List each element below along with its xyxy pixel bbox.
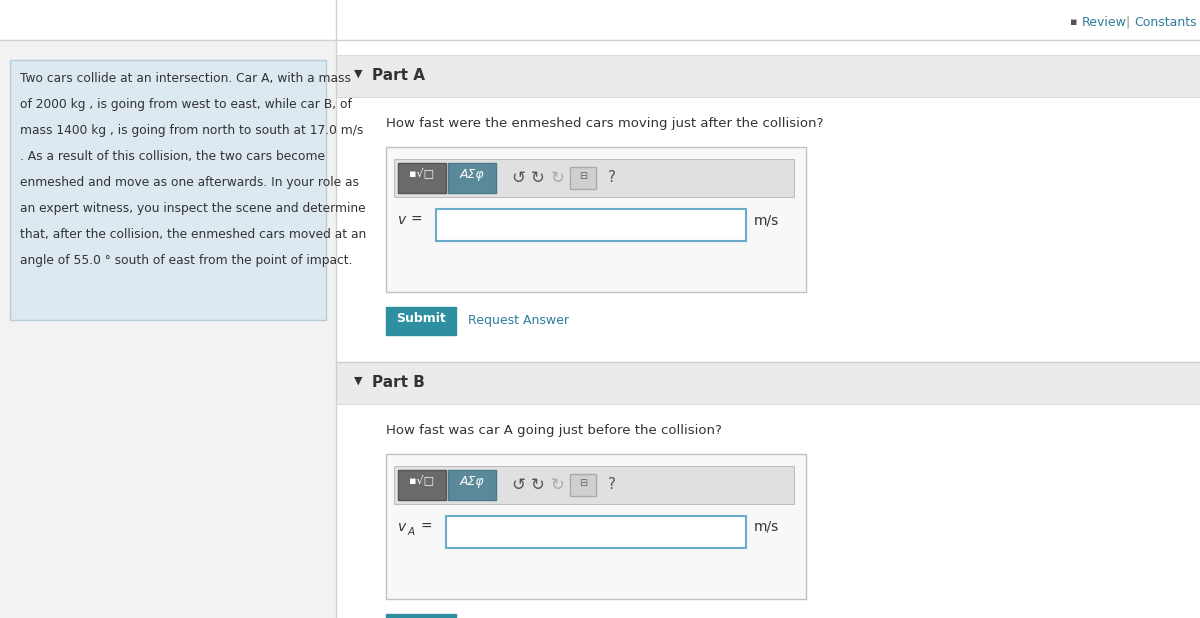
Bar (386, 454, 806, 599)
Text: ↻: ↻ (530, 476, 545, 494)
Text: mass 1400 kg , is going from north to south at 17.0 m/s: mass 1400 kg , is going from north to so… (20, 124, 364, 137)
Text: ?: ? (608, 477, 616, 492)
Text: How fast was car A going just before the collision?: How fast was car A going just before the… (386, 424, 722, 437)
Text: ↺: ↺ (511, 169, 524, 187)
Text: v: v (398, 520, 407, 534)
Text: AΣφ: AΣφ (460, 168, 485, 181)
Bar (398, 470, 446, 500)
Bar (436, 209, 746, 241)
Text: =: = (410, 213, 421, 227)
Bar (448, 470, 496, 500)
Text: v: v (398, 213, 407, 227)
Bar (570, 167, 596, 189)
Bar (386, 307, 456, 335)
Bar (336, 404, 1200, 618)
Bar (446, 516, 746, 548)
Text: ↻: ↻ (551, 476, 565, 494)
Text: ▪: ▪ (1070, 17, 1081, 27)
Bar (394, 466, 794, 504)
Text: How fast were the enmeshed cars moving just after the collision?: How fast were the enmeshed cars moving j… (386, 117, 823, 130)
Text: ▪√□: ▪√□ (409, 475, 434, 486)
Text: Request Answer: Request Answer (468, 314, 569, 327)
Text: Review: Review (1082, 15, 1127, 28)
Text: |: | (1122, 15, 1134, 28)
Bar (394, 159, 794, 197)
Text: ↻: ↻ (551, 169, 565, 187)
Text: . As a result of this collision, the two cars become: . As a result of this collision, the two… (20, 150, 325, 163)
Text: of 2000 kg , is going from west to east, while car B, of: of 2000 kg , is going from west to east,… (20, 98, 352, 111)
Text: Constants: Constants (1134, 15, 1196, 28)
Text: A: A (408, 527, 415, 537)
Text: AΣφ: AΣφ (460, 475, 485, 488)
Bar (448, 163, 496, 193)
Bar (336, 362, 1200, 404)
Text: ⊟: ⊟ (578, 171, 587, 181)
Text: ⊟: ⊟ (578, 478, 587, 488)
Bar (336, 55, 1200, 97)
Bar (336, 0, 1200, 618)
Text: =: = (420, 520, 432, 534)
Text: m/s: m/s (754, 520, 779, 534)
Bar (0, 0, 1200, 40)
Bar (386, 147, 806, 292)
Text: Part A: Part A (372, 68, 425, 83)
Text: Two cars collide at an intersection. Car A, with a mass: Two cars collide at an intersection. Car… (20, 72, 352, 85)
Text: an expert witness, you inspect the scene and determine: an expert witness, you inspect the scene… (20, 202, 366, 215)
Text: that, after the collision, the enmeshed cars moved at an: that, after the collision, the enmeshed … (20, 228, 366, 241)
Text: ↺: ↺ (511, 476, 524, 494)
Text: enmeshed and move as one afterwards. In your role as: enmeshed and move as one afterwards. In … (20, 176, 359, 189)
Text: ▪√□: ▪√□ (409, 168, 434, 179)
Bar (10, 60, 326, 320)
Text: angle of 55.0 ° south of east from the point of impact.: angle of 55.0 ° south of east from the p… (20, 254, 353, 267)
Bar (386, 614, 456, 618)
Text: Submit: Submit (396, 312, 446, 325)
Bar (570, 474, 596, 496)
Bar (0, 0, 336, 618)
Text: ▼: ▼ (354, 69, 362, 79)
Text: ▼: ▼ (354, 376, 362, 386)
Text: m/s: m/s (754, 213, 779, 227)
Bar (398, 163, 446, 193)
Bar (336, 97, 1200, 362)
Text: ?: ? (608, 170, 616, 185)
Text: ↻: ↻ (530, 169, 545, 187)
Text: Part B: Part B (372, 375, 425, 390)
